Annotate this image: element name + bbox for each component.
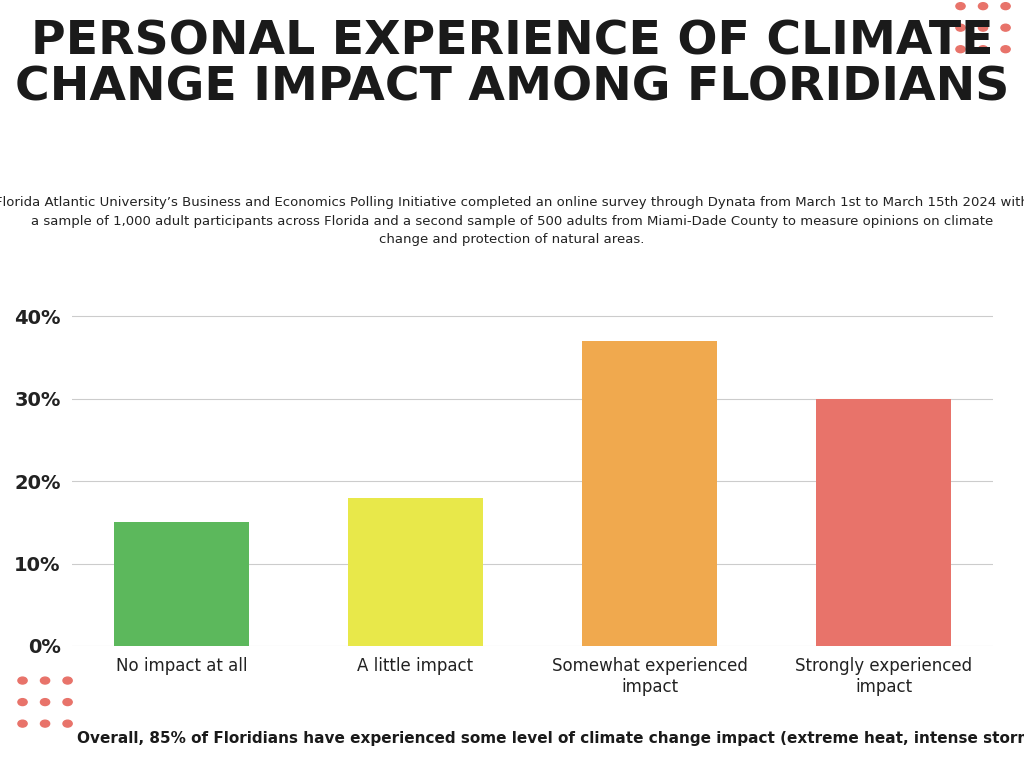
- Text: Florida Atlantic University’s Business and Economics Polling Initiative complete: Florida Atlantic University’s Business a…: [0, 196, 1024, 246]
- Bar: [114, 522, 249, 646]
- Text: PERSONAL EXPERIENCE OF CLIMATE
CHANGE IMPACT AMONG FLORIDIANS: PERSONAL EXPERIENCE OF CLIMATE CHANGE IM…: [14, 19, 1010, 111]
- Text: Overall, 85% of Floridians have experienced some level of climate change impact : Overall, 85% of Floridians have experien…: [77, 731, 1024, 746]
- Bar: [816, 399, 951, 646]
- Bar: [347, 498, 483, 646]
- Bar: [582, 341, 718, 646]
